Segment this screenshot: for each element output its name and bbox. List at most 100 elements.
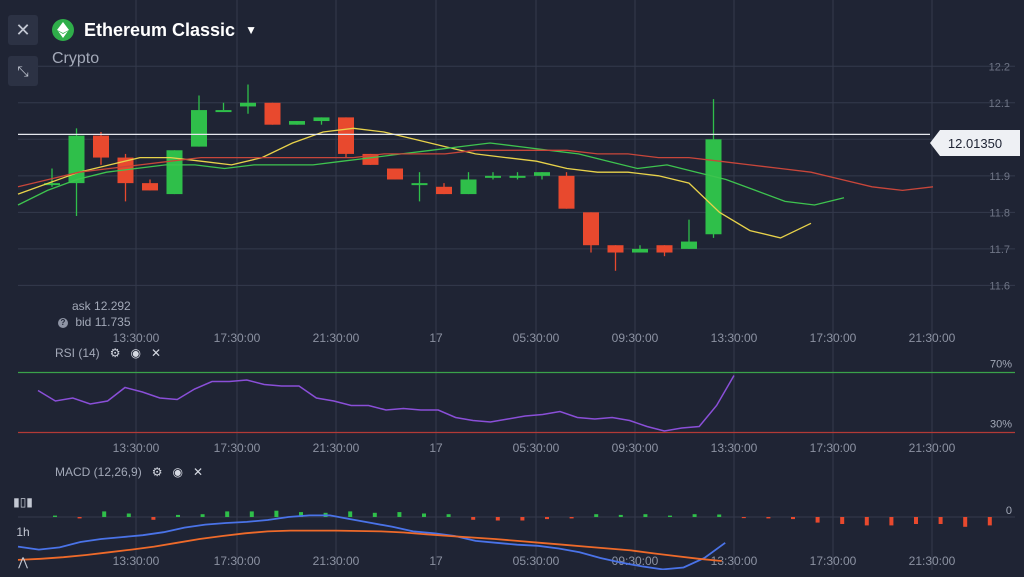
- candle-body: [387, 168, 403, 180]
- gear-icon[interactable]: ⚙: [151, 465, 163, 479]
- x-tick-label: 09:30:00: [612, 554, 659, 568]
- macd-histogram-bar: [643, 514, 648, 517]
- candle-body: [411, 183, 428, 186]
- candlestick-type-icon[interactable]: ▮▯▮: [13, 495, 33, 509]
- x-tick-label: 13:30:00: [711, 554, 758, 568]
- candle-body: [362, 153, 379, 165]
- x-tick-label: 17:30:00: [214, 441, 261, 455]
- close-icon: ✕: [15, 19, 31, 40]
- x-tick-label: 13:30:00: [113, 554, 160, 568]
- x-tick-label: 17:30:00: [214, 331, 261, 345]
- candle-body: [534, 172, 550, 176]
- candle-body: [558, 175, 575, 209]
- close-icon[interactable]: ✕: [150, 346, 161, 360]
- macd-histogram-bar: [77, 517, 82, 519]
- macd-histogram-bar: [200, 514, 205, 517]
- collapse-icon: ⤡: [17, 62, 29, 79]
- x-tick-label: 05:30:00: [513, 554, 560, 568]
- macd-histogram-bar: [864, 517, 869, 526]
- question-icon[interactable]: ?: [58, 317, 68, 328]
- candle-body: [632, 248, 648, 253]
- macd-histogram-bar: [889, 517, 894, 526]
- x-tick-label: 13:30:00: [113, 441, 160, 455]
- close-icon[interactable]: ✕: [192, 465, 204, 479]
- x-tick-label: 13:30:00: [113, 331, 160, 345]
- macd-histogram-bar: [372, 512, 377, 517]
- y-tick-label: 11.9: [989, 171, 1010, 183]
- macd-histogram-bar: [495, 517, 500, 521]
- x-tick-label: 05:30:00: [513, 441, 560, 455]
- bid-label: bid: [75, 315, 92, 329]
- y-tick-label: 11.6: [989, 280, 1010, 292]
- candle-body: [289, 121, 305, 125]
- candle-body: [436, 186, 452, 195]
- gear-icon[interactable]: ⚙: [109, 346, 121, 360]
- current-price-tag: 12.01350: [930, 130, 1020, 156]
- asset-selector[interactable]: Ethereum Classic ▼: [52, 16, 257, 44]
- x-tick-label: 17:30:00: [810, 554, 857, 568]
- macd-histogram-bar: [840, 517, 845, 524]
- macd-histogram-bar: [102, 511, 107, 517]
- candle-body: [607, 245, 624, 253]
- eye-icon[interactable]: ◉: [172, 465, 183, 479]
- x-tick-label: 13:30:00: [711, 331, 758, 345]
- rsi-level-label: 70%: [990, 359, 1012, 371]
- bid-value: 11.735: [94, 315, 131, 329]
- drawing-tool-icon[interactable]: ⋀: [18, 555, 28, 569]
- macd-indicator-label: MACD (12,26,9): [55, 465, 142, 479]
- rsi-indicator-header: RSI (14) ⚙ ◉ ✕: [55, 346, 161, 360]
- quote-box: ask 12.292 ? bid 11.735: [58, 298, 131, 330]
- macd-histogram-bar: [176, 514, 180, 517]
- macd-histogram-bar: [126, 513, 131, 517]
- x-tick-label: 09:30:00: [612, 331, 659, 345]
- x-tick-label: 21:30:00: [909, 554, 956, 568]
- x-tick-label: 21:30:00: [909, 331, 956, 345]
- candle-body: [485, 175, 501, 178]
- macd-indicator-header: MACD (12,26,9) ⚙ ◉ ✕: [55, 465, 203, 479]
- candle-body: [142, 183, 158, 191]
- rsi-line: [37, 375, 735, 432]
- chevron-down-icon: ▼: [245, 23, 257, 37]
- macd-histogram-bar: [692, 514, 697, 517]
- close-chart-button[interactable]: ✕: [8, 15, 38, 45]
- moving-average-line: [17, 142, 845, 206]
- candle-body: [656, 245, 673, 253]
- macd-histogram-bar: [815, 517, 820, 523]
- macd-histogram-bar: [569, 517, 574, 519]
- y-tick-label: 11.8: [989, 207, 1010, 219]
- candle-body: [93, 135, 109, 158]
- macd-histogram-bar: [471, 517, 476, 520]
- macd-histogram-bar: [249, 511, 254, 517]
- macd-histogram-bar: [668, 515, 672, 517]
- macd-histogram-bar: [225, 511, 230, 517]
- moving-average-line: [17, 149, 934, 192]
- candle-body: [44, 183, 60, 186]
- collapse-chart-button[interactable]: ⤡: [8, 56, 38, 86]
- x-tick-label: 21:30:00: [909, 441, 956, 455]
- macd-histogram-bar: [545, 517, 549, 520]
- ask-label: ask: [72, 299, 91, 313]
- candle-body: [264, 102, 281, 125]
- macd-histogram-bar: [938, 517, 943, 524]
- x-tick-label: 17:30:00: [810, 331, 857, 345]
- ask-value: 12.292: [94, 299, 131, 313]
- asset-title: Ethereum Classic: [84, 19, 236, 40]
- candle-body: [313, 117, 330, 122]
- eye-icon[interactable]: ◉: [130, 346, 141, 360]
- rsi-level-label: 30%: [990, 419, 1012, 431]
- moving-average-line: [17, 127, 812, 239]
- macd-line: [17, 529, 722, 562]
- macd-histogram-bar: [594, 514, 599, 517]
- x-tick-label: 09:30:00: [612, 441, 659, 455]
- interval-button[interactable]: 1h: [16, 525, 30, 539]
- x-tick-label: 21:30:00: [313, 441, 360, 455]
- macd-histogram-bar: [987, 517, 992, 526]
- macd-histogram-bar: [151, 517, 156, 520]
- ethereum-classic-icon: [52, 19, 74, 41]
- x-tick-label: 17: [429, 331, 443, 345]
- asset-category: Crypto: [52, 50, 100, 67]
- x-tick-label: 21:30:00: [313, 331, 360, 345]
- x-tick-label: 17:30:00: [214, 554, 261, 568]
- candle-body: [191, 110, 207, 147]
